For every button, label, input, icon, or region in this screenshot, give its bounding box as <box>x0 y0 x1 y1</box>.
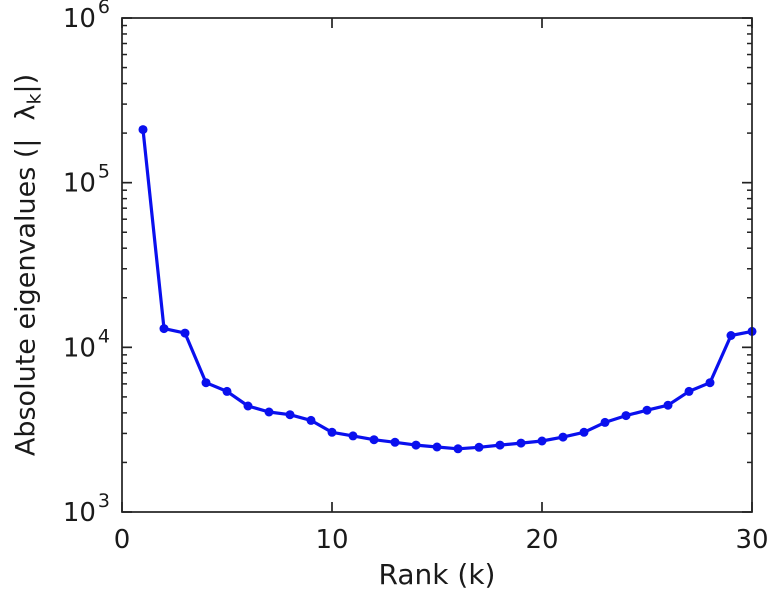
y-tick-label: 10 4 <box>63 325 110 363</box>
data-point <box>474 442 484 452</box>
tick-labels: 10 3 10 4 10 5 10 6 0 10 20 30 <box>63 0 769 555</box>
data-point <box>138 125 148 135</box>
data-point <box>579 427 589 437</box>
data-point <box>369 435 379 445</box>
y-tick-label: 10 6 <box>63 0 110 34</box>
data-point <box>201 378 211 388</box>
data-point <box>285 410 295 420</box>
data-point <box>327 427 337 437</box>
data-point <box>222 386 232 396</box>
data-point <box>495 440 505 450</box>
data-point <box>306 415 316 425</box>
data-point <box>411 440 421 450</box>
data-point <box>453 444 463 454</box>
data-point <box>600 417 610 427</box>
x-tick-label: 30 <box>735 525 768 555</box>
data-point <box>516 438 526 448</box>
y-tick-label: 10 3 <box>63 490 110 528</box>
data-point <box>432 442 442 452</box>
y-axis-label-suffix: |) <box>10 73 42 94</box>
data-point <box>642 405 652 415</box>
x-tick-label: 0 <box>114 525 131 555</box>
data-point <box>663 400 673 410</box>
data-point <box>390 437 400 447</box>
data-series <box>138 125 757 454</box>
data-point <box>558 432 568 442</box>
data-line <box>141 128 754 451</box>
x-tick-label: 20 <box>525 525 558 555</box>
data-point <box>180 328 190 338</box>
data-point <box>537 436 547 446</box>
lambda-symbol: λ <box>10 104 42 121</box>
data-point <box>243 401 253 411</box>
y-axis-label: Absolute eigenvalues (| λk|) <box>10 74 45 456</box>
lambda-subscript: k <box>23 93 46 105</box>
x-tick-label: 10 <box>315 525 348 555</box>
data-point <box>705 378 715 388</box>
plot-box <box>121 17 753 513</box>
data-point <box>348 431 358 441</box>
x-axis-label: Rank (k) <box>378 558 496 591</box>
major-ticks <box>121 17 753 513</box>
y-axis-label-prefix: Absolute eigenvalues (| <box>10 138 42 457</box>
y-tick-label: 10 5 <box>63 161 110 199</box>
data-point <box>726 331 736 340</box>
data-point <box>264 407 274 417</box>
data-point <box>159 324 169 334</box>
minor-ticks <box>122 24 752 464</box>
data-point <box>684 386 694 396</box>
data-point <box>621 411 631 421</box>
